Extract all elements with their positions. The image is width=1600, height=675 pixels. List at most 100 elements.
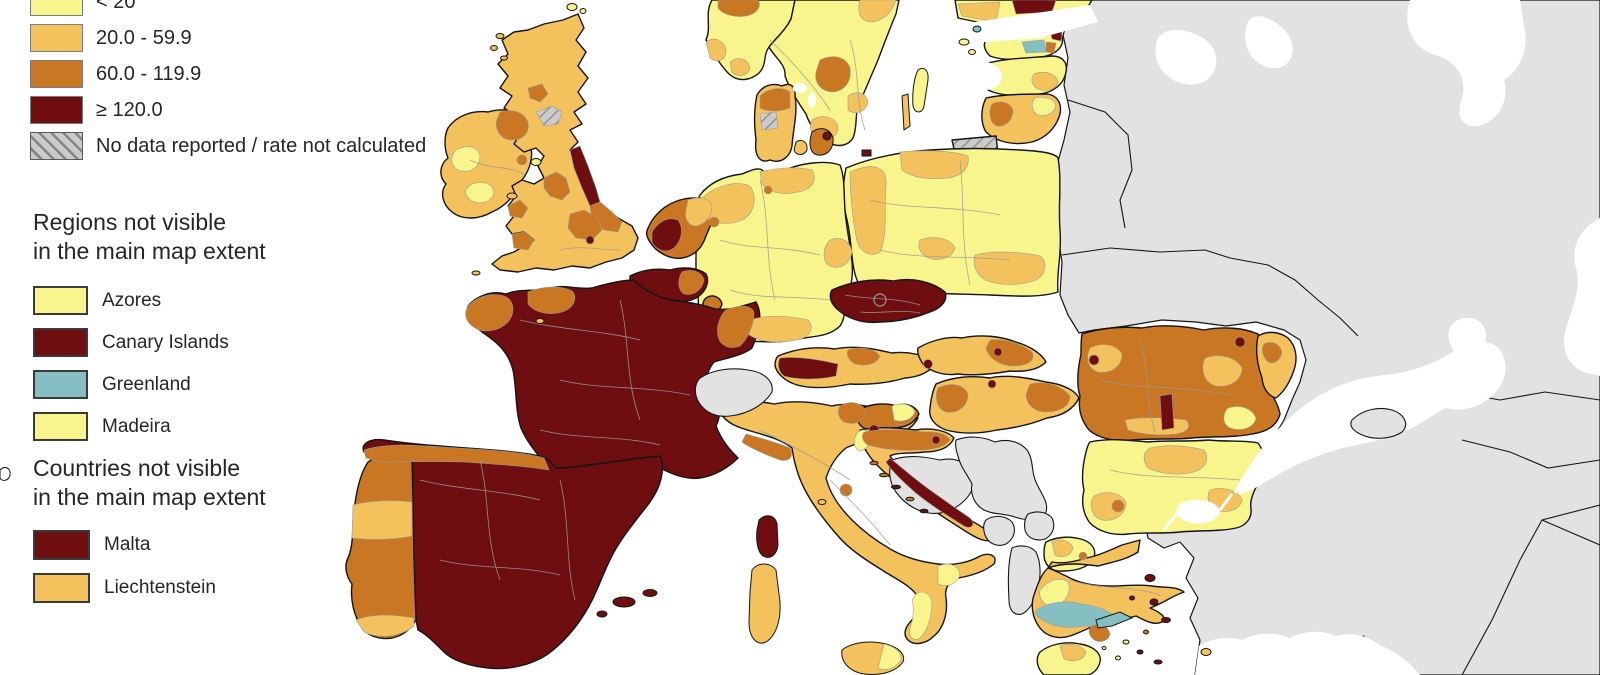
region-norway-south	[729, 58, 751, 76]
swatch-azores	[33, 286, 88, 315]
legend-row-60-119: 60.0 - 119.9	[30, 60, 426, 88]
island-ibiza	[596, 610, 608, 618]
swatch-lt20	[30, 0, 83, 16]
island-mallorca	[612, 596, 636, 608]
swatch-nodata-hatched	[30, 132, 83, 160]
island-aegean-speck-1	[1129, 595, 1135, 601]
swatch-malta	[33, 530, 90, 560]
region-line-uk-1	[559, 247, 621, 251]
region-netherlands-northeast	[685, 197, 713, 227]
island-croatia-5	[919, 508, 929, 514]
island-menorca	[642, 589, 658, 597]
region-epirus	[1039, 578, 1070, 607]
border-turkey-armenia	[1461, 439, 1600, 469]
region-slovakia-east	[985, 339, 1034, 367]
region-line-sweden-1	[769, 39, 831, 111]
countries-title-line2: in the main map extent	[33, 484, 266, 510]
island-funen	[793, 139, 808, 155]
island-rhodes	[1200, 648, 1212, 656]
region-lithuania-east	[1031, 96, 1057, 116]
island-hebrides-3	[500, 55, 508, 61]
region-holland	[651, 218, 682, 252]
region-romania-spot-1	[1088, 354, 1100, 366]
region-bavaria-south	[745, 315, 812, 343]
legend-countries-not-visible: Countries not visible in the main map ex…	[33, 454, 266, 616]
region-line-greece-1	[1069, 579, 1161, 596]
region-poland-west	[849, 166, 887, 255]
lake-vattern	[808, 92, 816, 108]
region-dalmatia	[885, 457, 974, 528]
legend-row-canary-islands: Canary Islands	[33, 328, 266, 357]
legend-row-greenland: Greenland	[33, 370, 266, 399]
legend-label-liechtenstein: Liechtenstein	[104, 577, 216, 598]
region-line-spain-1	[419, 479, 541, 501]
region-spain-north-coast	[363, 444, 550, 471]
island-croatia-1	[869, 460, 879, 466]
region-poland-south	[918, 237, 956, 260]
region-poland-southeast	[973, 251, 1046, 285]
island-croatia-2	[879, 472, 889, 478]
legend-label-ge120: ≥ 120.0	[96, 98, 163, 121]
sea-azov	[1448, 317, 1487, 358]
region-upper-austria	[846, 347, 881, 366]
region-saxony	[823, 238, 853, 268]
region-line-italy-1	[759, 429, 851, 481]
region-poland-north	[899, 150, 969, 180]
island-sicily-east	[877, 643, 902, 670]
region-line-spain-4	[559, 479, 576, 601]
sea-mediterranean-southeast	[1195, 631, 1420, 675]
region-line-germany-2	[729, 289, 831, 301]
island-samos	[1161, 617, 1171, 623]
legend-rate-classes: < 20 20.0 - 59.9 60.0 - 119.9 ≥ 120.0 No…	[30, 0, 426, 168]
swatch-60-119	[30, 60, 83, 88]
region-calabria	[909, 591, 933, 640]
region-romania-northwest	[1087, 344, 1123, 373]
sea-gulf-of-finland	[955, 5, 1098, 42]
region-hungary-east	[1025, 382, 1071, 413]
region-line-germany-3	[759, 179, 776, 301]
country-montenegro	[983, 515, 1015, 546]
straits-group	[1162, 493, 1234, 531]
region-normandy	[527, 286, 575, 314]
islands-group	[0, 3, 1212, 675]
island-croatia-3	[891, 484, 901, 490]
legend-row-azores: Azores	[33, 286, 266, 315]
island-croatia-4	[905, 496, 915, 502]
sea-white-sea	[1407, 0, 1526, 127]
island-cyclades-1	[1122, 639, 1130, 645]
region-crimea	[1350, 407, 1407, 439]
region-line-france-2	[559, 379, 691, 396]
border-russia-ukraine	[1229, 257, 1359, 337]
country-switzerland	[694, 368, 773, 417]
region-belgium-east	[678, 270, 705, 295]
island-aegean-speck-4	[1101, 646, 1107, 650]
region-prague-ring	[873, 293, 887, 307]
country-czechia	[829, 278, 947, 324]
swatch-greenland	[33, 370, 88, 399]
region-london-spot	[585, 235, 595, 245]
region-basilicata	[937, 563, 961, 586]
sea-caspian-edge	[1564, 218, 1600, 376]
region-midlands	[567, 209, 603, 241]
island-cyclades-3	[1115, 655, 1121, 661]
island-hebrides-2	[490, 45, 498, 51]
island-sardinia	[748, 563, 781, 644]
region-tyrol	[778, 357, 839, 380]
country-kosovo	[1024, 511, 1055, 541]
region-bulgaria-north	[1143, 445, 1207, 475]
island-orkney	[566, 3, 578, 11]
region-south-wales	[511, 231, 535, 251]
region-northern-ireland	[495, 110, 529, 141]
region-romania-east	[1202, 355, 1243, 387]
legend-label-60-119: 60.0 - 119.9	[96, 62, 202, 85]
region-ireland-midlands	[451, 146, 481, 172]
region-lorraine-alsace	[717, 305, 755, 348]
region-romania-center-spot	[1159, 393, 1175, 431]
region-line-italy-2	[829, 479, 891, 546]
region-slavonia-spot	[931, 435, 941, 445]
country-portugal	[345, 453, 417, 640]
region-sofia-spot	[1111, 499, 1125, 513]
region-slovakia-spot	[993, 347, 1003, 357]
